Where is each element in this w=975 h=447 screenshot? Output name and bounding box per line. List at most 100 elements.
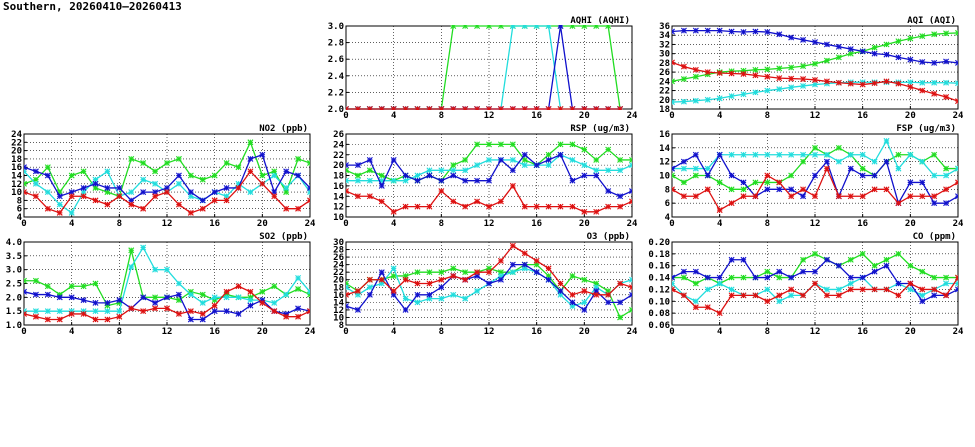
y-tick-label: 4 (17, 213, 23, 223)
data-point-cyan (533, 25, 540, 29)
data-point-red (629, 198, 632, 205)
data-point-green (199, 291, 206, 298)
y-tick-label: 14 (11, 172, 22, 182)
data-point-green (871, 262, 878, 269)
data-point-cyan (680, 165, 687, 172)
data-point-red (450, 272, 457, 279)
x-tick-label: 24 (305, 219, 316, 229)
data-point-red (704, 304, 711, 311)
y-tick-label: 16 (333, 291, 344, 301)
panel-title: AQI (AQI) (907, 16, 956, 26)
data-point-blue (366, 156, 373, 163)
data-point-red (581, 208, 588, 215)
data-point-red (346, 291, 349, 298)
panel-title: SO2 (ppb) (259, 232, 308, 242)
data-point-red (672, 59, 675, 66)
data-point-red (152, 305, 159, 312)
data-point-red (931, 286, 938, 293)
data-point-red (259, 180, 266, 187)
data-point-blue (629, 188, 632, 195)
data-point-green (259, 172, 266, 179)
data-point-blue (672, 274, 675, 281)
data-point-blue (545, 276, 552, 283)
x-tick-label: 4 (69, 327, 75, 337)
data-point-blue (812, 172, 818, 179)
data-point-blue (581, 306, 588, 313)
x-tick-label: 16 (209, 327, 220, 337)
data-point-cyan (617, 167, 624, 174)
y-tick-label: 24 (11, 130, 22, 140)
data-point-blue (545, 156, 552, 163)
data-point-blue (557, 25, 564, 29)
data-point-cyan (56, 201, 63, 208)
data-point-cyan (44, 308, 51, 315)
data-point-blue (247, 155, 254, 162)
data-point-red (859, 286, 866, 293)
data-point-cyan (788, 292, 795, 299)
data-point-blue (617, 299, 624, 306)
data-point-cyan (56, 308, 63, 315)
data-point-blue (704, 27, 711, 34)
data-point-red (883, 186, 890, 193)
data-point-cyan (271, 299, 278, 306)
data-point-red (716, 310, 723, 317)
y-tick-label: 0.18 (648, 250, 670, 260)
data-point-blue (883, 262, 890, 269)
data-point-green (92, 280, 99, 287)
data-point-green (140, 160, 147, 167)
data-point-blue (728, 256, 735, 263)
y-tick-label: 26 (659, 68, 670, 78)
data-point-blue (199, 316, 206, 323)
data-point-red (557, 106, 564, 110)
data-point-cyan (581, 299, 588, 306)
data-point-cyan (764, 87, 771, 94)
data-point-green (271, 283, 278, 290)
data-point-red (295, 313, 302, 320)
data-point-cyan (955, 280, 958, 287)
data-point-cyan (346, 177, 349, 184)
y-tick-label: 10 (333, 213, 344, 223)
data-point-cyan (847, 280, 854, 287)
data-point-green (128, 247, 135, 254)
data-point-red (895, 80, 902, 87)
y-tick-label: 22 (11, 138, 22, 148)
data-point-cyan (776, 298, 783, 305)
data-point-cyan (187, 291, 194, 298)
data-point-blue (211, 189, 218, 196)
data-point-red (426, 203, 433, 210)
y-tick-label: 18 (333, 283, 344, 293)
data-point-green (223, 160, 230, 167)
data-point-blue (533, 269, 540, 276)
data-point-blue (569, 177, 576, 184)
data-point-red (605, 203, 612, 210)
x-tick-label: 20 (579, 111, 590, 121)
data-point-red (764, 172, 771, 179)
data-point-cyan (32, 308, 39, 315)
series-line-blue (346, 25, 621, 110)
data-point-red (740, 292, 747, 299)
data-point-blue (919, 179, 926, 186)
data-point-green (776, 65, 783, 72)
data-point-cyan (800, 82, 807, 89)
data-point-green (605, 25, 612, 29)
data-point-blue (883, 51, 890, 58)
data-point-cyan (354, 177, 361, 184)
data-point-cyan (295, 274, 302, 281)
data-point-blue (474, 177, 481, 184)
data-point-blue (716, 274, 723, 281)
x-tick-label: 16 (531, 111, 542, 121)
y-tick-label: 30 (659, 50, 670, 60)
data-point-red (752, 292, 759, 299)
data-point-red (776, 292, 783, 299)
data-point-red (378, 276, 385, 283)
data-point-cyan (414, 299, 421, 306)
y-tick-label: 0.14 (648, 274, 670, 284)
y-tick-label: 2.8 (328, 39, 344, 49)
data-point-blue (68, 294, 75, 301)
data-point-blue (788, 274, 795, 281)
x-tick-label: 8 (439, 327, 444, 337)
data-point-red (545, 106, 552, 110)
y-tick-label: 12 (11, 180, 22, 190)
data-point-cyan (104, 308, 111, 315)
